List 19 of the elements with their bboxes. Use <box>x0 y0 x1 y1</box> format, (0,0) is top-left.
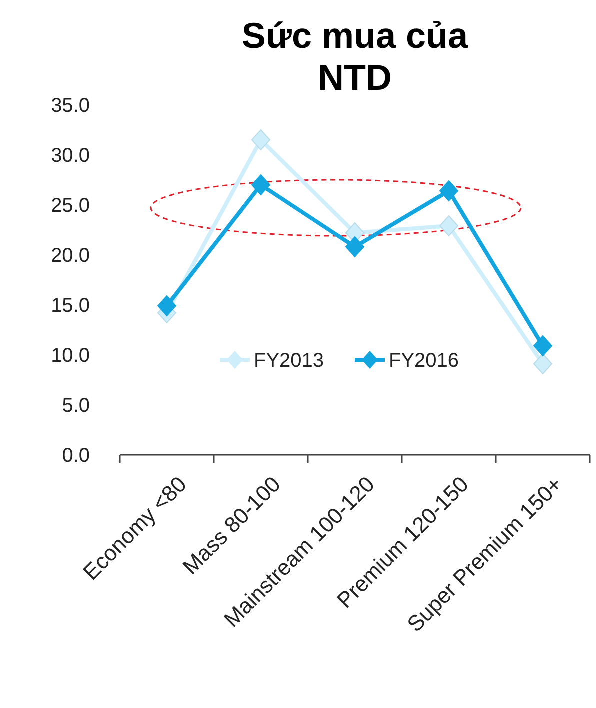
point <box>346 236 364 258</box>
y-tick-label: 0.0 <box>62 445 90 467</box>
y-tick-label: 20.0 <box>51 245 90 267</box>
point <box>440 180 458 202</box>
point <box>440 216 458 236</box>
y-tick-label: 5.0 <box>62 395 90 417</box>
legend-label: FY2013 <box>254 350 324 372</box>
point <box>534 354 552 374</box>
y-tick-label: 25.0 <box>51 195 90 217</box>
y-tick-label: 10.0 <box>51 345 90 367</box>
point <box>252 174 270 196</box>
y-tick-label: 35.0 <box>51 95 90 117</box>
y-tick-label: 15.0 <box>51 295 90 317</box>
point <box>534 336 552 356</box>
point <box>158 296 176 316</box>
chart-title: Sức mua của NTD <box>242 15 470 98</box>
point <box>252 130 270 150</box>
legend-label: FY2016 <box>389 350 460 372</box>
y-tick-label: 30.0 <box>51 145 90 167</box>
